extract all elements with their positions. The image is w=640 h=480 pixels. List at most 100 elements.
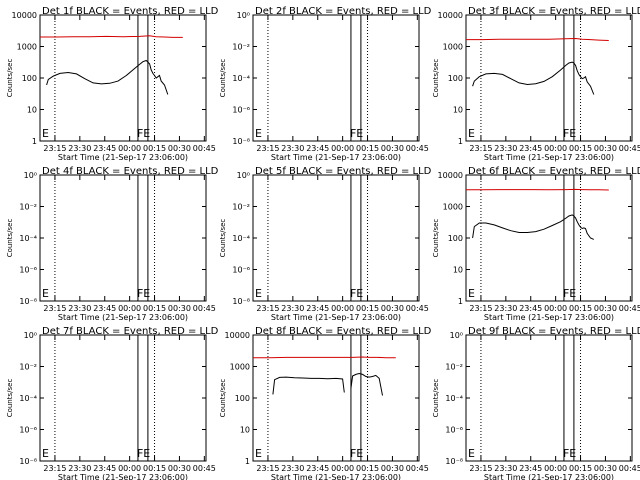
x-axis-label: Start Time (21-Sep-17 23:06:00) (271, 153, 401, 162)
x-tick-label: 00:30 (168, 304, 191, 313)
x-tick-label: 23:30 (494, 464, 517, 473)
x-axis-label: Start Time (21-Sep-17 23:06:00) (484, 153, 614, 162)
y-tick-label: 1000 (17, 43, 37, 52)
panel-title: Det 7f BLACK = Events, RED = LLD (42, 326, 219, 337)
x-tick-label: 00:00 (331, 464, 354, 473)
x-tick-label: 23:15 (469, 464, 492, 473)
series-lld-line (466, 37, 609, 41)
x-tick-label: 00:30 (594, 144, 617, 153)
panel-title: Det 4f BLACK = Events, RED = LLD (42, 166, 219, 177)
y-axis-label: Counts/sec (6, 59, 14, 98)
detector-panel-7f: Det 7f BLACK = Events, RED = LLD 10⁻⁸ 10⁻⁶… (6, 326, 219, 480)
x-tick-label: 00:30 (381, 464, 404, 473)
x-tick-label: 00:30 (168, 464, 191, 473)
y-tick-label: 10⁻⁴ (232, 234, 250, 243)
detector-panel-8f: Det 8f BLACK = Events, RED = LLD 1 10 100 10… (219, 326, 432, 480)
marker-fe: FE (350, 447, 363, 460)
y-tick-label: 10⁻² (232, 43, 250, 52)
x-axis-label: Start Time (21-Sep-17 23:06:00) (484, 473, 614, 480)
x-tick-label: 23:30 (494, 144, 517, 153)
x-tick-label: 23:45 (306, 464, 329, 473)
x-tick-label: 23:30 (68, 144, 91, 153)
x-tick-label: 00:15 (569, 304, 592, 313)
y-tick-label: 100 (235, 394, 250, 403)
y-tick-label: 10⁻⁴ (232, 74, 250, 83)
marker-fe: FE (350, 287, 363, 300)
y-tick-label: 10⁻⁶ (232, 106, 250, 115)
y-tick-label: 1 (245, 457, 250, 466)
detector-panel-4f: Det 4f BLACK = Events, RED = LLD 10⁻⁸ 10⁻⁶… (6, 166, 219, 322)
x-tick-label: 00:45 (193, 464, 216, 473)
x-tick-label: 23:15 (469, 144, 492, 153)
y-tick-label: 1000 (443, 203, 463, 212)
x-tick-label: 23:45 (519, 464, 542, 473)
y-tick-label: 10⁻⁴ (445, 394, 463, 403)
x-axis-label: Start Time (21-Sep-17 23:06:00) (484, 313, 614, 322)
panel-title: Det 5f BLACK = Events, RED = LLD (255, 166, 432, 177)
detector-panel-2f: Det 2f BLACK = Events, RED = LLD 10⁻⁸ 10⁻⁶… (219, 6, 432, 162)
x-axis-label: Start Time (21-Sep-17 23:06:00) (58, 473, 188, 480)
x-tick-label: 23:15 (256, 304, 279, 313)
series-events-line (46, 59, 169, 95)
marker-fe: FE (563, 127, 576, 140)
marker-e: E (255, 287, 262, 300)
y-tick-label: 100 (448, 74, 463, 83)
x-tick-label: 00:45 (406, 304, 429, 313)
marker-e: E (42, 447, 49, 460)
x-tick-label: 00:15 (143, 144, 166, 153)
y-tick-label: 10000 (225, 331, 250, 340)
y-tick-label: 10⁰ (24, 331, 37, 340)
x-tick-label: 23:45 (519, 144, 542, 153)
y-axis-label: Counts/sec (432, 59, 440, 98)
x-tick-label: 00:15 (356, 144, 379, 153)
y-tick-label: 10⁻⁸ (19, 457, 37, 466)
x-tick-label: 23:15 (43, 304, 66, 313)
x-tick-label: 00:15 (356, 464, 379, 473)
x-tick-label: 23:15 (256, 464, 279, 473)
marker-e: E (255, 447, 262, 460)
y-tick-label: 10⁻⁸ (445, 457, 463, 466)
y-tick-label: 10⁻⁶ (19, 426, 37, 435)
x-tick-label: 00:45 (619, 304, 640, 313)
marker-fe: FE (137, 447, 150, 460)
panel-title: Det 6f BLACK = Events, RED = LLD (468, 166, 640, 177)
series-events-line (472, 214, 594, 240)
y-tick-label: 100 (22, 74, 37, 83)
x-tick-label: 23:30 (494, 304, 517, 313)
y-axis-label: Counts/sec (219, 219, 227, 258)
y-tick-label: 10000 (438, 171, 463, 180)
x-tick-label: 00:15 (143, 304, 166, 313)
panel-title: Det 9f BLACK = Events, RED = LLD (468, 326, 640, 337)
x-tick-label: 00:00 (544, 304, 567, 313)
x-tick-label: 23:45 (93, 464, 116, 473)
x-tick-label: 23:45 (306, 304, 329, 313)
y-tick-label: 10⁻² (19, 203, 37, 212)
x-tick-label: 00:45 (619, 464, 640, 473)
x-tick-label: 00:30 (168, 144, 191, 153)
y-tick-label: 10 (453, 266, 463, 275)
x-tick-label: 00:00 (331, 144, 354, 153)
series-events-line (350, 372, 383, 396)
y-tick-label: 1000 (443, 43, 463, 52)
x-tick-label: 23:15 (43, 144, 66, 153)
x-tick-label: 23:15 (43, 464, 66, 473)
y-tick-label: 10⁻⁸ (232, 137, 250, 146)
y-tick-label: 1 (458, 137, 463, 146)
y-axis-label: Counts/sec (6, 219, 14, 258)
x-tick-label: 23:45 (519, 304, 542, 313)
marker-e: E (468, 127, 475, 140)
series-lld-line (40, 35, 183, 38)
x-tick-label: 23:30 (281, 304, 304, 313)
x-tick-label: 00:45 (193, 144, 216, 153)
y-tick-label: 10⁻⁸ (232, 297, 250, 306)
x-tick-label: 00:30 (381, 304, 404, 313)
x-tick-label: 23:45 (306, 144, 329, 153)
y-tick-label: 10⁻⁴ (19, 234, 37, 243)
y-tick-label: 100 (448, 234, 463, 243)
y-axis-label: Counts/sec (6, 379, 14, 418)
y-tick-label: 10⁰ (237, 171, 250, 180)
plot-frame (465, 174, 633, 302)
x-tick-label: 00:00 (118, 144, 141, 153)
x-tick-label: 00:30 (594, 304, 617, 313)
marker-e: E (255, 127, 262, 140)
